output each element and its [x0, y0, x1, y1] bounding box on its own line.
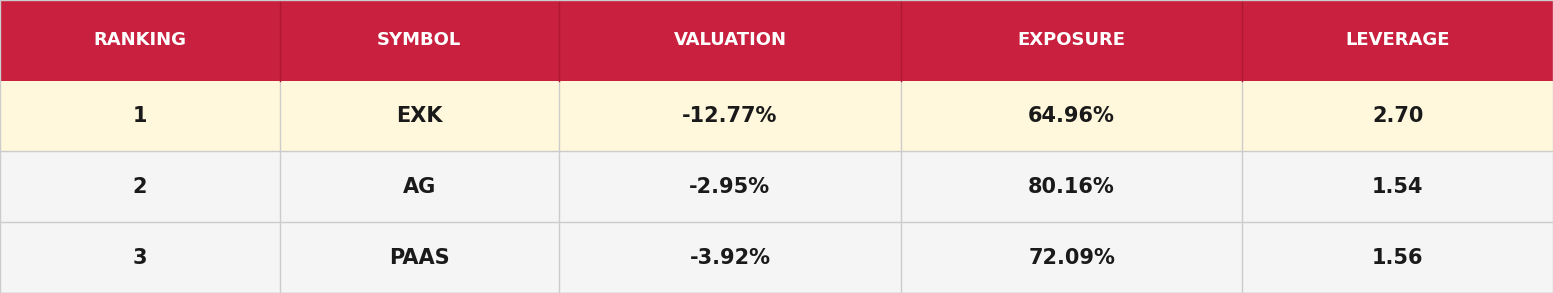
Bar — [280, 222, 559, 293]
Text: SYMBOL: SYMBOL — [377, 31, 461, 49]
Text: -12.77%: -12.77% — [682, 106, 778, 126]
Text: 1.54: 1.54 — [1371, 177, 1424, 197]
Bar — [559, 151, 901, 222]
Bar — [901, 81, 1242, 151]
Bar — [559, 222, 901, 293]
Bar — [280, 151, 559, 222]
Bar — [0, 222, 280, 293]
Text: 3: 3 — [132, 248, 148, 268]
Text: -3.92%: -3.92% — [690, 248, 770, 268]
Bar — [280, 81, 559, 151]
Text: LEVERAGE: LEVERAGE — [1345, 31, 1451, 49]
Bar — [1242, 222, 1553, 293]
Bar — [1242, 0, 1553, 81]
Text: 64.96%: 64.96% — [1028, 106, 1115, 126]
Text: 2: 2 — [132, 177, 148, 197]
Bar — [0, 0, 280, 81]
Text: 2.70: 2.70 — [1371, 106, 1424, 126]
Text: EXK: EXK — [396, 106, 443, 126]
Bar — [280, 0, 559, 81]
Text: 80.16%: 80.16% — [1028, 177, 1115, 197]
Text: EXPOSURE: EXPOSURE — [1017, 31, 1126, 49]
Bar — [1242, 81, 1553, 151]
Text: 1: 1 — [132, 106, 148, 126]
Text: 1.56: 1.56 — [1371, 248, 1424, 268]
Text: VALUATION: VALUATION — [674, 31, 786, 49]
Text: -2.95%: -2.95% — [690, 177, 770, 197]
Bar — [559, 0, 901, 81]
Bar — [901, 0, 1242, 81]
Text: AG: AG — [402, 177, 436, 197]
Bar — [901, 151, 1242, 222]
Text: 72.09%: 72.09% — [1028, 248, 1115, 268]
Bar — [1242, 151, 1553, 222]
Bar — [901, 222, 1242, 293]
Text: RANKING: RANKING — [93, 31, 186, 49]
Bar — [559, 81, 901, 151]
Text: PAAS: PAAS — [388, 248, 450, 268]
Bar — [0, 81, 280, 151]
Bar — [0, 151, 280, 222]
